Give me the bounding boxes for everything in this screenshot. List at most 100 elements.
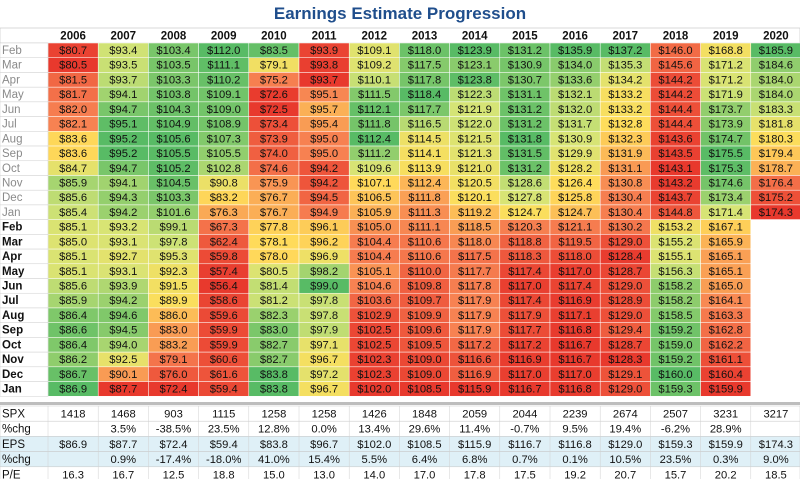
- summary-value: $116.7: [508, 439, 541, 451]
- summary-value: 1848: [412, 409, 437, 421]
- row-label: Aug: [2, 310, 24, 322]
- summary-row-label: %chg: [2, 424, 31, 436]
- cell-value: $109.6: [357, 163, 391, 175]
- cell-value: $117.4: [558, 281, 591, 293]
- row-label: Jun: [2, 281, 22, 293]
- cell-value: $103.6: [357, 295, 391, 307]
- cell-value: $79.1: [160, 354, 188, 366]
- summary-value: $83.8: [260, 439, 288, 451]
- cell-value: $128.6: [508, 177, 542, 189]
- cell-value: $94.0: [109, 339, 137, 351]
- cell-value: $143.5: [658, 148, 692, 160]
- cell-value: $178.7: [759, 163, 793, 175]
- cell-value: $127.8: [508, 192, 542, 204]
- cell-value: $86.4: [59, 339, 87, 351]
- cell-value: $130.9: [508, 60, 542, 72]
- cell-value: $171.2: [709, 60, 743, 72]
- cell-value: $163.3: [709, 310, 743, 322]
- cell-value: $80.5: [260, 266, 288, 278]
- summary-value: 17.5: [514, 469, 536, 479]
- cell-value: $130.8: [608, 177, 642, 189]
- cell-value: $93.1: [109, 236, 137, 248]
- cell-value: $171.2: [709, 74, 743, 86]
- cell-value: $131.7: [558, 119, 592, 131]
- cell-value: $116.9: [508, 354, 541, 366]
- cell-value: $131.5: [508, 148, 542, 160]
- summary-value: 16.3: [62, 469, 84, 479]
- cell-value: $167.1: [709, 222, 743, 234]
- cell-value: $158.2: [658, 295, 692, 307]
- cell-value: $107.3: [207, 133, 241, 145]
- row-label: Dec: [2, 192, 23, 204]
- cell-value: $102.0: [357, 384, 391, 396]
- cell-value: $102.5: [357, 325, 391, 337]
- summary-value: 23.5%: [660, 454, 692, 466]
- cell-value: $104.4: [357, 251, 391, 263]
- cell-value: $62.4: [210, 236, 238, 248]
- cell-value: $116.5: [408, 119, 441, 131]
- cell-value: $104.9: [156, 119, 190, 131]
- cell-value: $60.6: [210, 354, 238, 366]
- cell-value: $171.4: [709, 207, 743, 219]
- summary-value: 2059: [462, 409, 487, 421]
- cell-value: $144.2: [658, 89, 692, 101]
- cell-value: $103.8: [156, 89, 190, 101]
- cell-value: $92.7: [109, 251, 137, 263]
- cell-value: $116.7: [508, 384, 541, 396]
- cell-value: $117.0: [508, 281, 541, 293]
- summary-row-label: P/E: [2, 469, 21, 479]
- summary-value: 0.1%: [562, 454, 588, 466]
- cell-value: $129.0: [608, 310, 642, 322]
- cell-value: $110.6: [408, 236, 441, 248]
- cell-value: $92.5: [109, 354, 137, 366]
- column-header: 2007: [111, 31, 137, 43]
- row-label: Feb: [2, 222, 22, 234]
- cell-value: $109.0: [407, 354, 441, 366]
- summary-value: 903: [164, 409, 183, 421]
- cell-value: $85.1: [59, 251, 87, 263]
- cell-value: $128.9: [608, 295, 642, 307]
- cell-value: $101.6: [156, 207, 190, 219]
- summary-value: 2044: [512, 409, 537, 421]
- cell-value: $161.1: [709, 354, 743, 366]
- column-header: 2016: [562, 31, 588, 43]
- cell-value: $175.2: [759, 192, 793, 204]
- cell-value: $115.9: [458, 384, 491, 396]
- cell-value: $129.0: [608, 384, 642, 396]
- row-label: Oct: [2, 339, 21, 351]
- cell-value: $114.5: [408, 133, 441, 145]
- cell-value: $94.7: [109, 104, 137, 116]
- cell-value: $162.2: [709, 339, 743, 351]
- cell-value: $57.4: [210, 266, 238, 278]
- cell-value: $103.5: [156, 60, 190, 72]
- row-label: Jul: [2, 295, 19, 307]
- cell-value: $105.9: [357, 207, 391, 219]
- summary-value: 28.9%: [710, 424, 742, 436]
- cell-value: $67.3: [210, 222, 238, 234]
- cell-value: $117.4: [508, 295, 541, 307]
- summary-value: 0.7%: [512, 454, 538, 466]
- cell-value: $117.9: [508, 310, 541, 322]
- cell-value: $103.4: [156, 45, 190, 57]
- cell-value: $180.3: [759, 133, 793, 145]
- cell-value: $105.5: [156, 148, 190, 160]
- cell-value: $128.7: [608, 339, 642, 351]
- cell-value: $130.7: [508, 74, 542, 86]
- row-label: Jan: [2, 384, 22, 396]
- cell-value: $94.7: [109, 163, 137, 175]
- cell-value: $105.6: [156, 133, 190, 145]
- cell-value: $123.9: [458, 45, 492, 57]
- summary-value: $116.8: [558, 439, 591, 451]
- cell-value: $128.3: [608, 354, 642, 366]
- summary-value: -6.2%: [661, 424, 690, 436]
- cell-value: $135.9: [558, 45, 592, 57]
- cell-value: $159.3: [658, 384, 692, 396]
- cell-value: $130.4: [608, 192, 642, 204]
- cell-value: $116.7: [558, 354, 591, 366]
- summary-value: $86.9: [59, 439, 87, 451]
- cell-value: $102.3: [357, 369, 391, 381]
- cell-value: $144.4: [658, 119, 692, 131]
- cell-value: $119.5: [558, 236, 591, 248]
- cell-value: $93.7: [109, 74, 137, 86]
- summary-value: 1426: [362, 409, 387, 421]
